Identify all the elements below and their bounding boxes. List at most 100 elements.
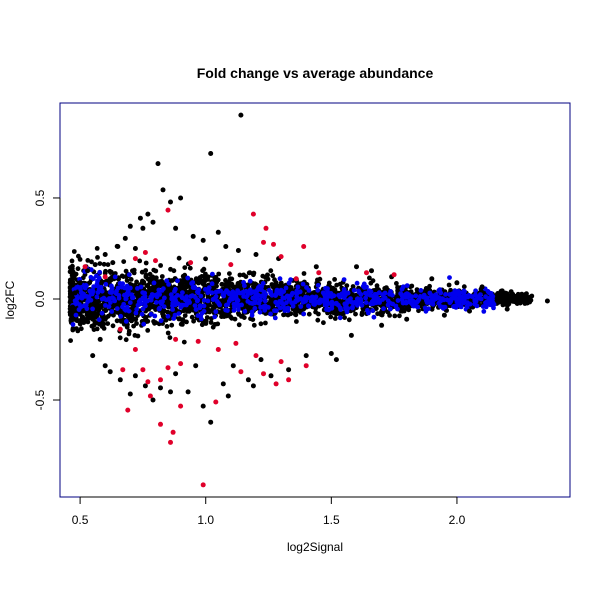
cloud-point-blue xyxy=(201,308,207,314)
cloud-point-blue xyxy=(171,316,177,321)
cloud-point-blue xyxy=(410,298,416,304)
data-point xyxy=(253,252,259,257)
cloud-point-blue xyxy=(241,280,247,285)
cloud-point xyxy=(265,272,270,278)
x-tick-label: 1.0 xyxy=(197,513,214,527)
cloud-point-blue xyxy=(295,284,301,290)
cloud-point-blue xyxy=(168,292,174,297)
cloud-point xyxy=(153,268,159,274)
cloud-point xyxy=(378,310,384,315)
cloud-point-blue xyxy=(398,291,404,296)
cloud-point-blue xyxy=(206,285,212,291)
cloud-point xyxy=(134,321,139,326)
cloud-point-blue xyxy=(91,284,97,289)
cloud-point-blue xyxy=(277,276,283,282)
data-point xyxy=(82,264,88,270)
cloud-point-blue xyxy=(363,290,368,296)
cloud-point-blue xyxy=(435,294,440,300)
cloud-point xyxy=(164,324,170,329)
cloud-point-blue xyxy=(88,274,94,280)
data-point xyxy=(155,161,161,167)
cloud-point-blue xyxy=(298,304,304,309)
cloud-point-blue xyxy=(96,317,102,323)
cloud-point-blue xyxy=(255,287,260,293)
cloud-point-blue xyxy=(114,306,120,311)
data-point xyxy=(178,361,184,367)
data-point xyxy=(158,421,163,427)
cloud-point-blue xyxy=(349,299,354,305)
cloud-point-blue xyxy=(369,301,374,307)
cloud-point-blue xyxy=(119,284,125,290)
data-point xyxy=(238,112,244,118)
cloud-point-blue xyxy=(179,302,184,308)
cloud-point-blue xyxy=(124,283,130,289)
data-point xyxy=(504,306,510,312)
cloud-point-blue xyxy=(153,292,159,298)
cloud-point-blue xyxy=(343,304,348,310)
cloud-point-blue xyxy=(148,311,154,317)
cloud-point-blue xyxy=(443,292,448,297)
cloud-point xyxy=(294,319,299,324)
cloud-point xyxy=(165,309,171,315)
data-point xyxy=(369,268,374,274)
cloud-point xyxy=(89,259,94,265)
cloud-point xyxy=(399,308,405,314)
cloud-point xyxy=(392,313,398,319)
cloud-point-blue xyxy=(283,285,289,291)
data-point xyxy=(110,260,116,266)
data-point xyxy=(230,363,236,369)
cloud-point xyxy=(97,261,103,266)
cloud-point-blue xyxy=(210,297,216,302)
cloud-point-blue xyxy=(145,298,150,304)
cloud-point-blue xyxy=(97,269,103,275)
data-point xyxy=(125,407,131,413)
cloud-point xyxy=(127,312,132,318)
cloud-point-blue xyxy=(310,294,315,300)
cloud-point-blue xyxy=(255,292,261,298)
cloud-point-blue xyxy=(285,308,291,313)
data-point xyxy=(263,225,269,231)
cloud-point xyxy=(153,320,159,326)
cloud-point-blue xyxy=(428,300,433,306)
cloud-point-blue xyxy=(273,292,279,298)
data-point xyxy=(150,397,156,403)
cloud-point xyxy=(186,307,192,313)
data-point xyxy=(142,250,148,255)
cloud-point-blue xyxy=(235,288,241,293)
cloud-point xyxy=(332,277,337,282)
cloud-point-blue xyxy=(373,300,379,306)
data-point xyxy=(165,207,171,213)
cloud-point-blue xyxy=(244,294,249,300)
cloud-point xyxy=(328,314,334,320)
cloud-point-blue xyxy=(418,288,424,293)
cloud-point-blue xyxy=(213,309,219,315)
data-point xyxy=(85,268,91,274)
cloud-point-blue xyxy=(149,294,155,300)
cloud-point-blue xyxy=(317,299,323,305)
cloud-point-blue xyxy=(228,296,233,302)
cloud-point-blue xyxy=(294,294,300,300)
cloud-point xyxy=(177,281,183,287)
cloud-point xyxy=(295,307,301,312)
cloud-point xyxy=(384,285,389,290)
cloud-point xyxy=(199,322,205,328)
data-point xyxy=(524,300,530,306)
cloud-point-blue xyxy=(250,295,256,301)
cloud-point xyxy=(202,282,207,288)
cloud-point xyxy=(214,283,219,289)
cloud-point xyxy=(220,299,226,305)
cloud-point xyxy=(429,306,435,312)
cloud-point xyxy=(132,333,138,338)
cloud-point xyxy=(74,326,79,331)
cloud-point xyxy=(77,257,83,262)
data-point xyxy=(293,276,299,282)
cloud-point-blue xyxy=(162,295,167,301)
cloud-point xyxy=(150,284,156,290)
data-point xyxy=(348,332,354,338)
cloud-point xyxy=(321,320,326,326)
data-point xyxy=(145,211,151,217)
cloud-point-blue xyxy=(281,302,286,307)
cloud-point-blue xyxy=(151,280,157,286)
cloud-point xyxy=(78,326,84,332)
cloud-point xyxy=(339,311,344,317)
